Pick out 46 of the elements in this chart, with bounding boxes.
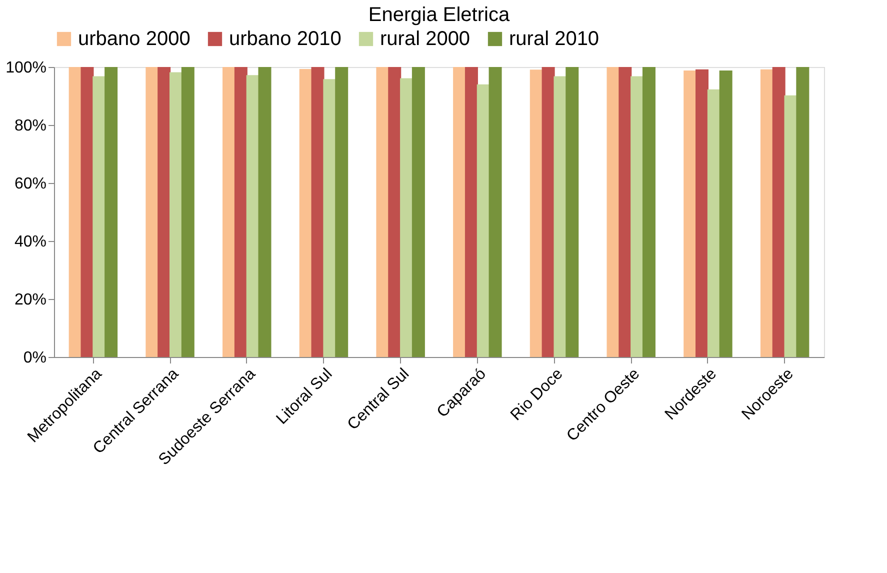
bar bbox=[400, 78, 414, 357]
bar bbox=[642, 67, 656, 357]
bar bbox=[566, 67, 579, 357]
bar bbox=[464, 67, 478, 357]
bar bbox=[104, 67, 118, 357]
y-tick-label: 0% bbox=[23, 350, 46, 366]
bar bbox=[222, 67, 236, 357]
bar bbox=[476, 84, 490, 357]
y-tick-label: 20% bbox=[14, 292, 46, 308]
bar bbox=[719, 70, 732, 357]
bar bbox=[696, 69, 709, 357]
bar bbox=[772, 67, 786, 357]
chart-title: Energia Eletrica bbox=[368, 4, 510, 26]
bar bbox=[234, 67, 248, 357]
y-tick-label: 60% bbox=[14, 176, 46, 192]
bar bbox=[335, 67, 348, 357]
y-tick-label: 80% bbox=[14, 118, 46, 134]
bar bbox=[796, 67, 810, 357]
bar bbox=[169, 72, 182, 357]
bar bbox=[80, 67, 94, 357]
bar bbox=[488, 67, 502, 357]
y-tick-label: 100% bbox=[6, 60, 46, 76]
bar bbox=[246, 75, 260, 357]
legend-label: urbano 2000 bbox=[78, 28, 190, 50]
bar bbox=[158, 67, 171, 357]
bar bbox=[258, 67, 272, 357]
bar bbox=[92, 76, 106, 357]
bar bbox=[376, 67, 390, 357]
bar bbox=[412, 67, 425, 357]
bar bbox=[323, 79, 336, 357]
bar bbox=[618, 67, 632, 357]
bar bbox=[530, 70, 543, 357]
bar bbox=[630, 76, 644, 357]
legend-label: rural 2010 bbox=[509, 28, 600, 50]
y-tick-label: 40% bbox=[14, 234, 46, 250]
legend-label: rural 2000 bbox=[380, 28, 470, 50]
bar bbox=[388, 67, 402, 357]
bar bbox=[684, 70, 697, 357]
legend-label: urbano 2010 bbox=[229, 28, 342, 50]
bar bbox=[554, 76, 567, 357]
bar bbox=[453, 67, 466, 357]
bar bbox=[760, 69, 774, 357]
bar bbox=[299, 69, 312, 357]
bar bbox=[181, 67, 194, 357]
bar bbox=[707, 89, 720, 357]
bar bbox=[146, 67, 159, 357]
